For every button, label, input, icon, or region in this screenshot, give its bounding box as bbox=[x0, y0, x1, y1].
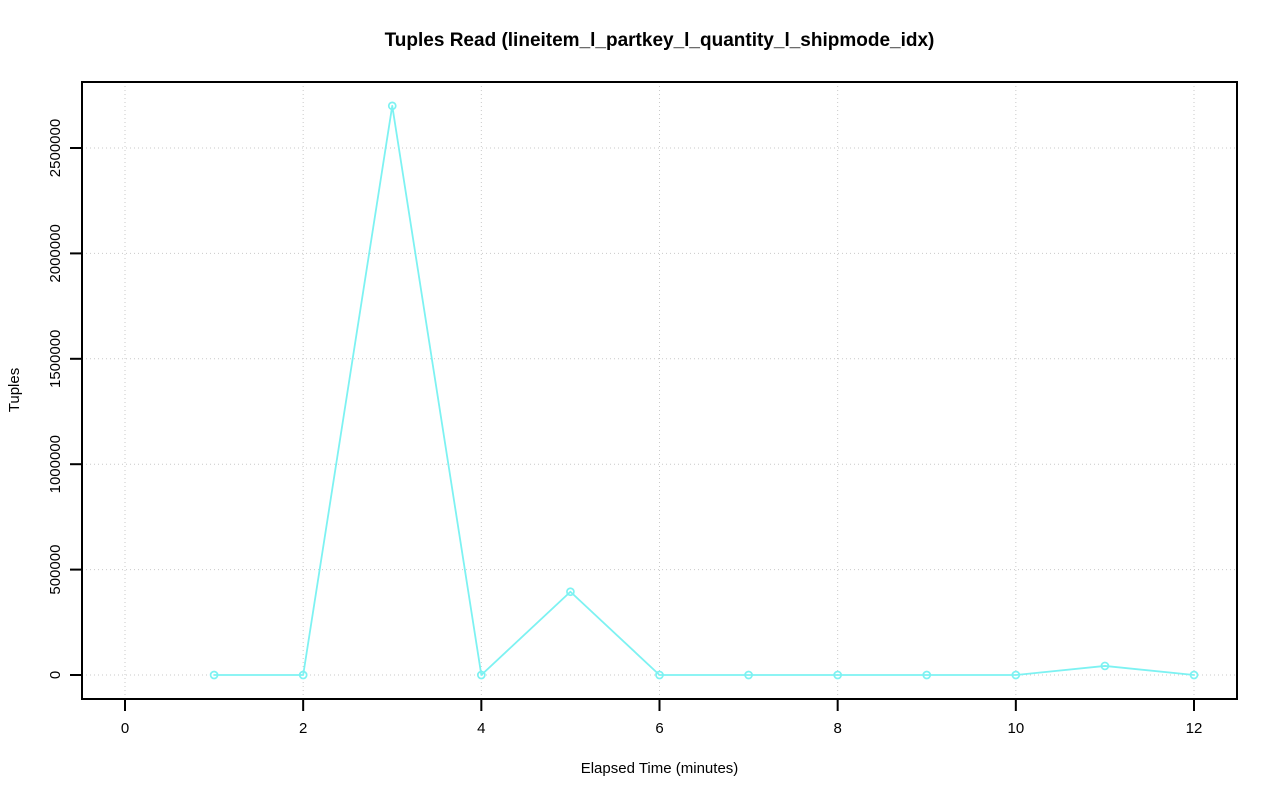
x-tick-label: 0 bbox=[121, 720, 129, 737]
data-line bbox=[213, 104, 1195, 676]
data-point-marker bbox=[833, 670, 843, 680]
x-axis-title: Elapsed Time (minutes) bbox=[580, 760, 739, 777]
data-point-marker bbox=[655, 670, 664, 680]
data-point-marker bbox=[298, 670, 308, 680]
data-point-marker bbox=[387, 101, 397, 111]
data-point-marker bbox=[1100, 661, 1110, 671]
data-point-marker bbox=[1189, 670, 1199, 680]
data-point-marker bbox=[1011, 670, 1021, 680]
chart-title: Tuples Read (lineitem_l_partkey_l_quanti… bbox=[384, 30, 935, 51]
x-tick-label: 10 bbox=[1007, 720, 1024, 737]
x-tick-label: 6 bbox=[655, 720, 663, 737]
data-point-marker bbox=[209, 670, 219, 680]
data-point-marker bbox=[922, 670, 932, 680]
data-point-marker bbox=[476, 670, 486, 680]
y-tick-label: 2500000 bbox=[47, 119, 64, 177]
plot-border bbox=[81, 81, 1238, 700]
x-tick-label: 12 bbox=[1186, 720, 1203, 737]
x-tick-label: 4 bbox=[477, 720, 485, 737]
y-tick-label: 500000 bbox=[47, 545, 64, 595]
y-tick-label: 0 bbox=[47, 671, 64, 679]
y-tick-label: 1500000 bbox=[47, 330, 64, 388]
y-tick-label: 2000000 bbox=[47, 224, 64, 282]
data-point-marker bbox=[566, 587, 575, 597]
x-tick-label: 2 bbox=[299, 720, 307, 737]
data-point-marker bbox=[744, 670, 753, 680]
y-tick-label: 1000000 bbox=[47, 435, 64, 493]
x-tick-label: 8 bbox=[833, 720, 841, 737]
